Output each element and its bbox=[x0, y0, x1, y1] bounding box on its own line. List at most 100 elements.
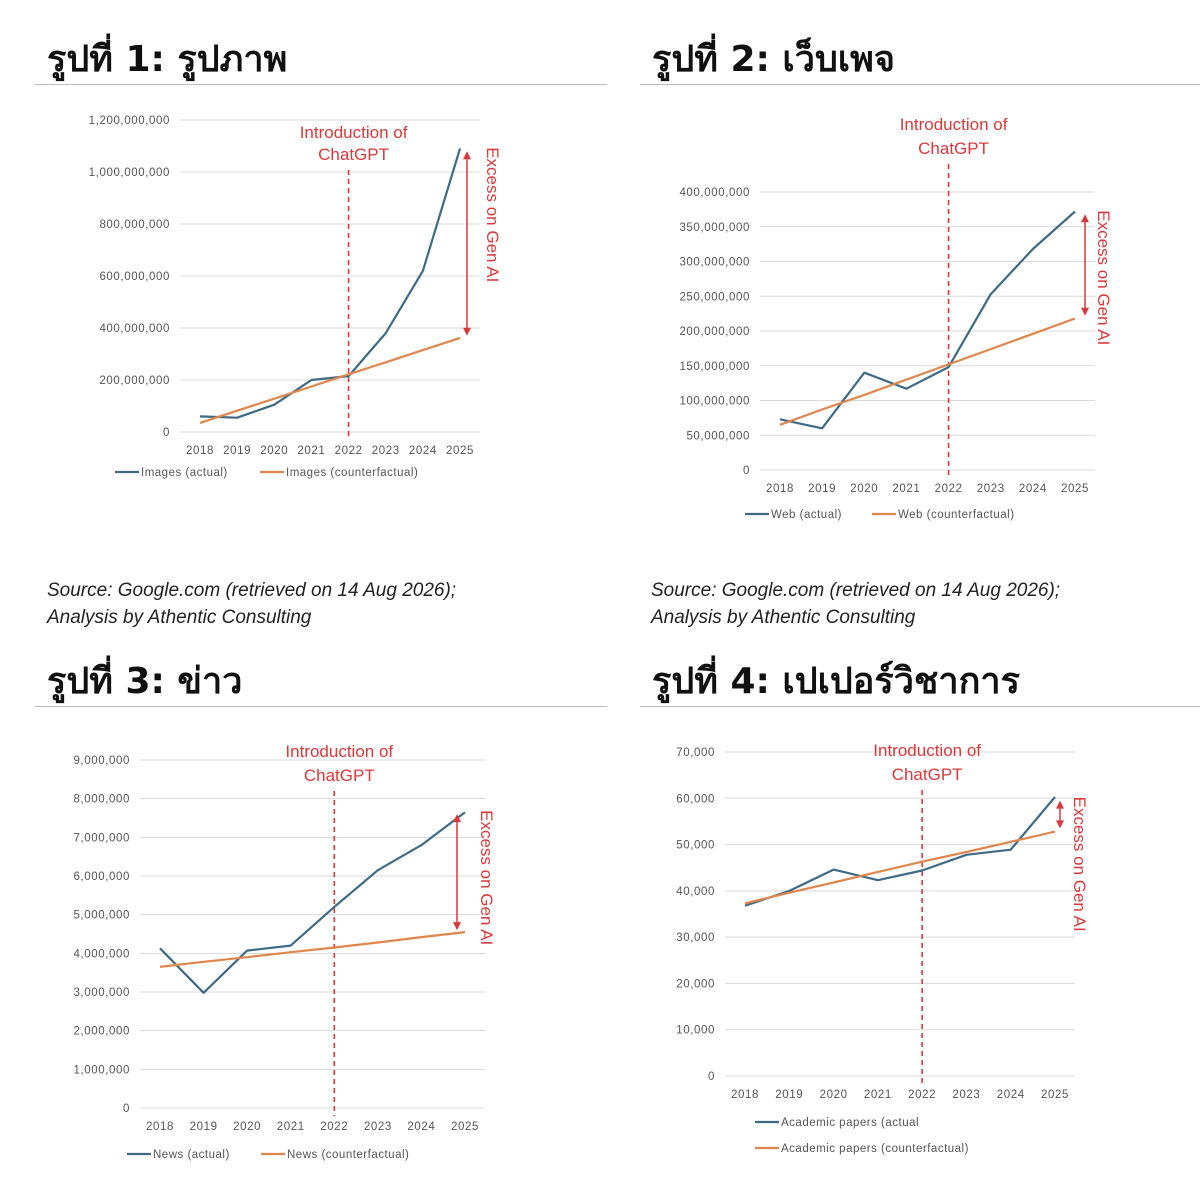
legend-label: News (counterfactual) bbox=[287, 1149, 409, 1161]
academic-chart: 0 10,000 20,000 30,000 40,000 50,000 60,000 70,… bbox=[676, 741, 1089, 1155]
chart-panel-academic: รูปที่ 4: เปเปอร์วิชาการ 0 10,000 20,000 30… bbox=[640, 660, 1200, 1155]
x-tick-label: 2024 bbox=[1019, 483, 1047, 495]
actual-series-line bbox=[744, 796, 1056, 907]
y-tick-label: 7,000,000 bbox=[73, 832, 130, 844]
y-tick-label: 0 bbox=[123, 1103, 130, 1115]
excess-arrow-head-top bbox=[463, 151, 471, 160]
chart-title: รูปที่ 2: เว็บเพจ bbox=[640, 38, 1200, 85]
excess-label: Excess on Gen AI bbox=[1070, 797, 1089, 932]
x-tick-label: 2018 bbox=[766, 483, 794, 495]
y-tick-label: 50,000 bbox=[676, 840, 715, 852]
chatgpt-intro-label: ChatGPT bbox=[318, 145, 389, 164]
x-tick-label: 2022 bbox=[320, 1121, 348, 1133]
y-tick-label: 0 bbox=[708, 1071, 715, 1083]
y-tick-label: 200,000,000 bbox=[679, 326, 750, 338]
chatgpt-intro-label: ChatGPT bbox=[304, 766, 375, 785]
web-chart: 0 50,000,000 100,000,000 150,000,000 200,000… bbox=[679, 115, 1113, 521]
y-tick-label: 350,000,000 bbox=[679, 222, 750, 234]
x-tick-label: 2018 bbox=[146, 1121, 174, 1133]
y-tick-label: 200,000,000 bbox=[99, 375, 170, 387]
source-note-left: Source: Google.com (retrieved on 14 Aug … bbox=[47, 577, 456, 631]
y-tick-label: 40,000 bbox=[676, 886, 715, 898]
y-tick-label: 70,000 bbox=[676, 747, 715, 759]
x-tick-label: 2025 bbox=[1061, 483, 1089, 495]
x-tick-label: 2020 bbox=[260, 445, 288, 457]
chart-panel-web: รูปที่ 2: เว็บเพจ 0 50,000,000 100,000,000… bbox=[640, 38, 1200, 521]
x-tick-label: 2021 bbox=[277, 1121, 305, 1133]
chart-title: รูปที่ 1: รูปภาพ bbox=[35, 38, 607, 85]
actual-series-line bbox=[779, 210, 1076, 430]
excess-arrow-head-top bbox=[1056, 800, 1064, 809]
excess-label: Excess on Gen AI bbox=[1094, 210, 1113, 345]
y-tick-label: 800,000,000 bbox=[99, 219, 170, 231]
legend-label: Web (actual) bbox=[771, 509, 842, 521]
excess-arrow-head-bottom bbox=[463, 327, 471, 336]
excess-arrow-head-bottom bbox=[453, 922, 461, 931]
excess-arrow-head-bottom bbox=[1056, 820, 1064, 829]
excess-arrow-head-top bbox=[453, 814, 461, 823]
y-tick-label: 150,000,000 bbox=[679, 361, 750, 373]
y-tick-label: 5,000,000 bbox=[73, 910, 130, 922]
source-note-right: Source: Google.com (retrieved on 14 Aug … bbox=[651, 577, 1060, 631]
y-tick-label: 8,000,000 bbox=[73, 794, 130, 806]
y-tick-label: 20,000 bbox=[676, 978, 715, 990]
legend-label: News (actual) bbox=[153, 1149, 230, 1161]
chatgpt-intro-label: ChatGPT bbox=[918, 139, 989, 158]
x-tick-label: 2023 bbox=[364, 1121, 392, 1133]
y-tick-label: 400,000,000 bbox=[99, 323, 170, 335]
x-tick-label: 2018 bbox=[186, 445, 214, 457]
y-tick-label: 0 bbox=[163, 427, 170, 439]
y-tick-label: 600,000,000 bbox=[99, 271, 170, 283]
y-tick-label: 9,000,000 bbox=[73, 755, 130, 767]
x-tick-label: 2024 bbox=[409, 445, 437, 457]
x-tick-label: 2024 bbox=[997, 1089, 1025, 1101]
x-tick-label: 2025 bbox=[446, 445, 474, 457]
images-chart: 0 200,000,000 400,000,000 600,000,000 800,00… bbox=[89, 115, 502, 479]
y-tick-label: 3,000,000 bbox=[73, 987, 130, 999]
x-tick-label: 2025 bbox=[1041, 1089, 1069, 1101]
y-tick-label: 100,000,000 bbox=[679, 396, 750, 408]
x-tick-label: 2021 bbox=[864, 1089, 892, 1101]
x-tick-label: 2022 bbox=[935, 483, 963, 495]
x-tick-label: 2022 bbox=[908, 1089, 936, 1101]
legend-label: Web (counterfactual) bbox=[898, 509, 1015, 521]
x-tick-label: 2019 bbox=[808, 483, 836, 495]
chatgpt-intro-label: Introduction of bbox=[300, 123, 408, 142]
y-tick-label: 250,000,000 bbox=[679, 291, 750, 303]
y-tick-label: 30,000 bbox=[676, 932, 715, 944]
actual-series-line bbox=[159, 811, 466, 994]
legend-label: Academic papers (actual bbox=[781, 1117, 919, 1129]
x-tick-label: 2020 bbox=[233, 1121, 261, 1133]
source-line: Source: Google.com (retrieved on 14 Aug … bbox=[651, 580, 1061, 601]
chatgpt-intro-label: Introduction of bbox=[873, 741, 981, 760]
x-tick-label: 2019 bbox=[223, 445, 251, 457]
x-tick-label: 2020 bbox=[850, 483, 878, 495]
counterfactual-series-line bbox=[779, 317, 1076, 426]
counterfactual-series-line bbox=[159, 931, 466, 968]
y-tick-label: 300,000,000 bbox=[679, 257, 750, 269]
excess-label: Excess on Gen AI bbox=[483, 147, 502, 282]
x-tick-label: 2020 bbox=[820, 1089, 848, 1101]
x-tick-label: 2019 bbox=[190, 1121, 218, 1133]
y-tick-label: 1,000,000 bbox=[73, 1064, 130, 1076]
chart-title: รูปที่ 3: ข่าว bbox=[35, 660, 607, 707]
chart-title: รูปที่ 4: เปเปอร์วิชาการ bbox=[640, 660, 1200, 707]
x-tick-label: 2023 bbox=[952, 1089, 980, 1101]
y-tick-label: 6,000,000 bbox=[73, 871, 130, 883]
excess-arrow-head-top bbox=[1081, 214, 1089, 223]
source-line: Analysis by Athentic Consulting bbox=[651, 607, 916, 628]
source-line: Analysis by Athentic Consulting bbox=[47, 607, 312, 628]
y-tick-label: 1,200,000,000 bbox=[89, 115, 170, 127]
y-tick-label: 10,000 bbox=[676, 1025, 715, 1037]
chart-panel-news: รูปที่ 3: ข่าว 0 1,000,000 2,000,000 3,000,… bbox=[35, 660, 607, 1161]
chatgpt-intro-label: Introduction of bbox=[285, 742, 393, 761]
chatgpt-intro-label: ChatGPT bbox=[892, 765, 963, 784]
y-tick-label: 0 bbox=[743, 465, 750, 477]
y-tick-label: 400,000,000 bbox=[679, 187, 750, 199]
news-chart: 0 1,000,000 2,000,000 3,000,000 4,000,000 5,0… bbox=[73, 742, 496, 1161]
y-tick-label: 60,000 bbox=[676, 793, 715, 805]
chatgpt-intro-label: Introduction of bbox=[900, 115, 1008, 134]
x-tick-label: 2023 bbox=[977, 483, 1005, 495]
actual-series-line bbox=[199, 148, 462, 419]
x-tick-label: 2025 bbox=[451, 1121, 479, 1133]
